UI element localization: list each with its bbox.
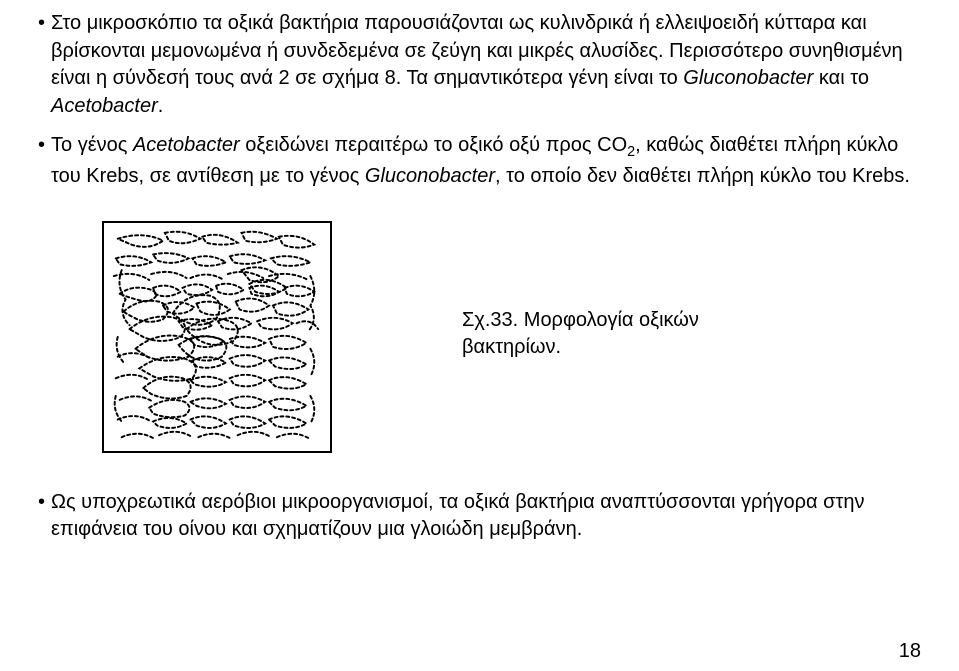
bacteria-svg [104, 223, 330, 451]
p2-sub: 2 [627, 144, 635, 160]
p1-run2: και το [813, 67, 869, 89]
caption-line1: Σχ.33. Μορφολογία οξικών [462, 307, 699, 334]
p2-run1: Το γένος [51, 134, 133, 156]
paragraph-1: • Στο μικροσκόπιο τα οξικά βακτήρια παρο… [38, 10, 921, 120]
p1-italic1: Gluconobacter [683, 67, 813, 89]
p1-italic2: Acetobacter [51, 95, 158, 117]
figure-bacteria-morphology [102, 221, 332, 453]
paragraph-1-text: Στο μικροσκόπιο τα οξικά βακτήρια παρουσ… [51, 10, 921, 120]
p2-run2: οξειδώνει περαιτέρω το οξικό οξύ προς CO [240, 134, 627, 156]
paragraph-2: • Το γένος Acetobacter οξειδώνει περαιτέ… [38, 132, 921, 190]
paragraph-2-text: Το γένος Acetobacter οξειδώνει περαιτέρω… [51, 132, 921, 190]
caption-line2: βακτηρίων. [462, 334, 699, 361]
bullet-dot: • [38, 10, 45, 120]
bullet-dot-3: • [38, 489, 45, 544]
p2-run4: , το οποίο δεν διαθέτει πλήρη κύκλο του … [495, 165, 910, 187]
p2-italic2: Gluconobacter [365, 165, 495, 187]
paragraph-3-text: Ως υποχρεωτικά αερόβιοι μικροοργανισμοί,… [51, 489, 921, 544]
bullet-dot-2: • [38, 132, 45, 190]
p2-italic1: Acetobacter [133, 134, 240, 156]
p1-run3: . [158, 95, 164, 117]
paragraph-3: • Ως υποχρεωτικά αερόβιοι μικροοργανισμο… [38, 489, 921, 544]
page-number: 18 [899, 640, 921, 663]
figure-caption: Σχ.33. Μορφολογία οξικών βακτηρίων. [462, 307, 699, 361]
figure-row: Σχ.33. Μορφολογία οξικών βακτηρίων. [38, 221, 921, 453]
